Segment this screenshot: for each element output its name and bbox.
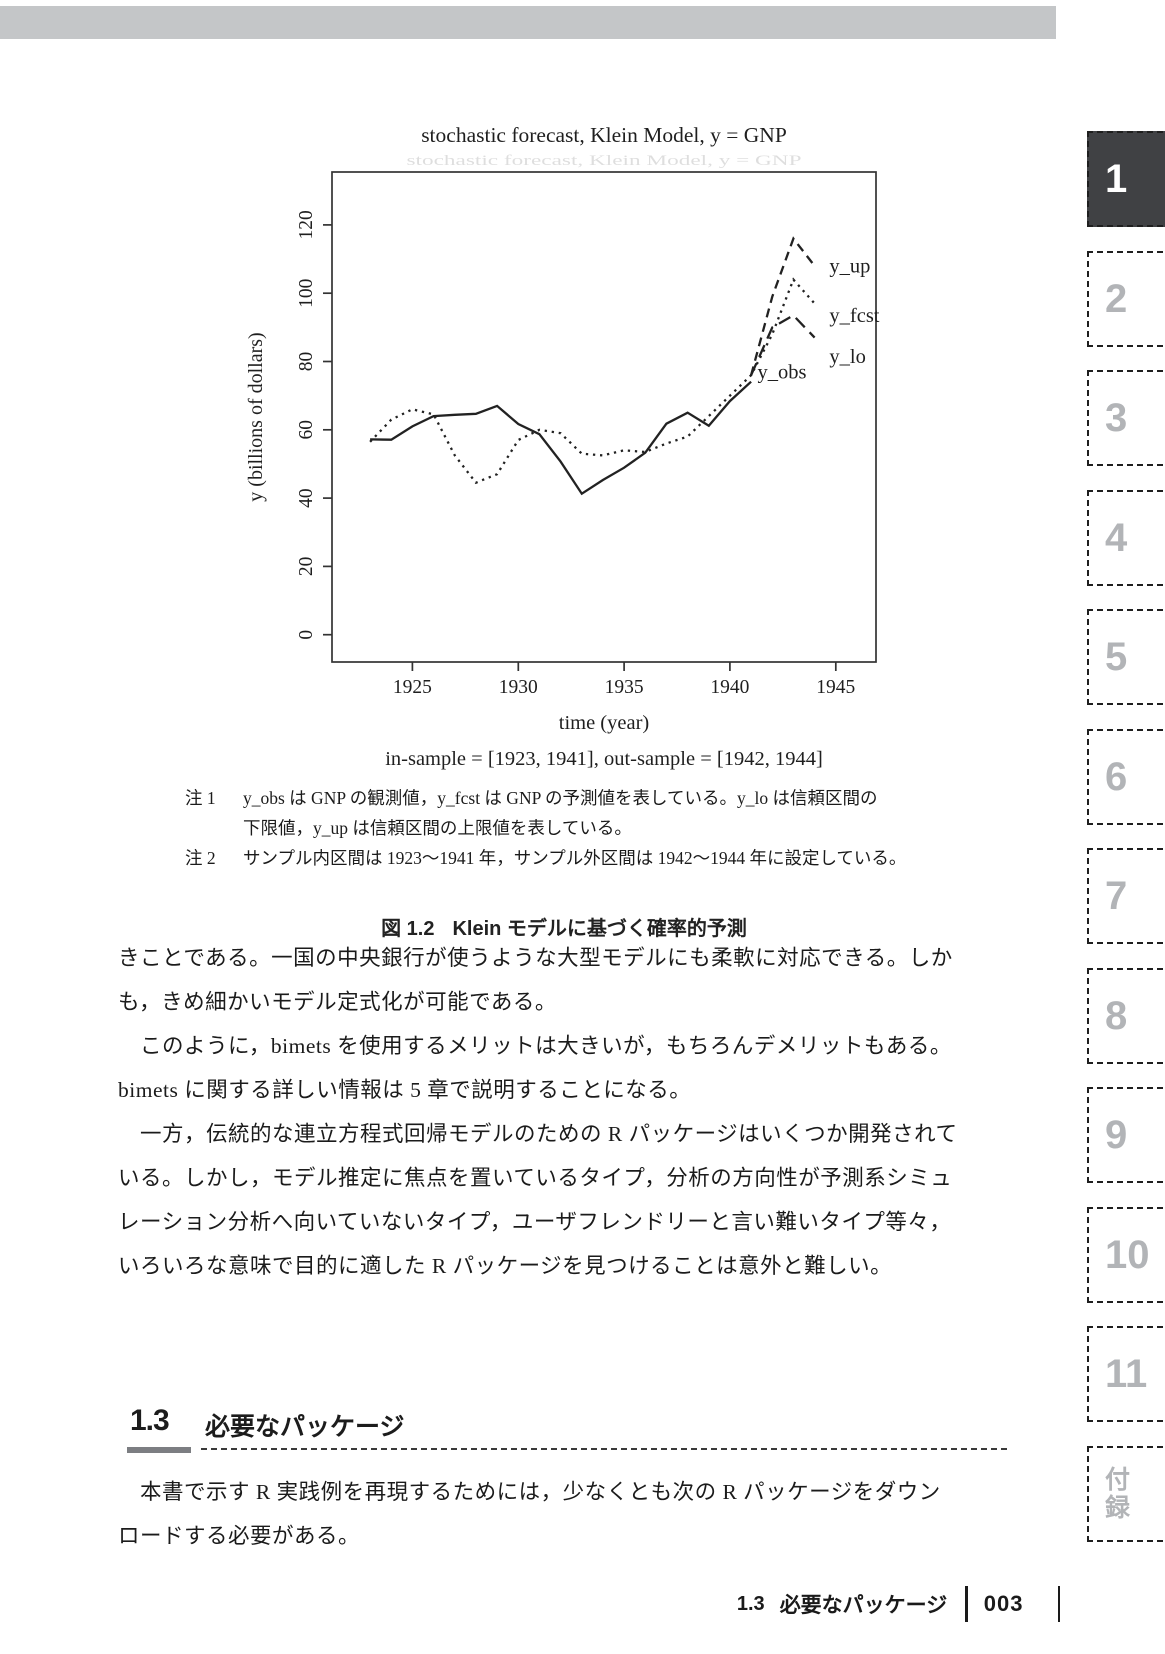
series-y_obs (370, 380, 752, 496)
chapter-tab-label: 9 (1105, 1113, 1128, 1157)
y-tick-label: 40 (296, 488, 317, 508)
text-line: 本書で示す R 実践例を再現するためには，少なくとも次の R パッケージをダウン (118, 1480, 941, 1504)
plot-frame (331, 171, 877, 663)
y-axis-label: y (billions of dollars) (245, 332, 267, 501)
y-tick-label: 0 (296, 630, 317, 640)
chapter-tab-7: 7 (1087, 848, 1165, 944)
top-bar (0, 6, 1056, 39)
chapter-tab-label: 3 (1105, 396, 1128, 440)
x-tick-label: 1940 (710, 677, 749, 698)
x-tick-label: 1930 (499, 677, 538, 698)
series-y_fcst (369, 277, 816, 485)
series-label-y_fcst: y_fcst (829, 305, 879, 327)
body-paragraphs-2: 本書で示す R 実践例を再現するためには，少なくとも次の R パッケージをダウン… (118, 1470, 1018, 1558)
chapter-tab-2: 2 (1087, 251, 1165, 347)
text-line: きことである。一国の中央銀行が使うような大型モデルにも柔軟に対応できる。しか (118, 946, 953, 970)
series-y_up (749, 236, 816, 376)
section-heading: 1.3 必要なパッケージ (127, 1404, 1007, 1454)
figure-note-line: 注 1 y_obs は GNP の観測値，y_fcst は GNP の予測値を表し… (185, 783, 975, 813)
chapter-tab-10: 10 (1087, 1207, 1165, 1303)
chart-title-ghost: stochastic forecast, Klein Model, y = GN… (406, 153, 801, 169)
footer-divider-bar (965, 1586, 968, 1622)
y-tick-label: 80 (296, 352, 317, 372)
body-paragraphs: きことである。一国の中央銀行が使うような大型モデルにも柔軟に対応できる。しか も，… (118, 936, 1018, 1288)
chapter-tab-label: 6 (1105, 755, 1128, 799)
page-number: 003 (983, 1591, 1024, 1616)
stochastic-forecast-chart: stochastic forecast, Klein Model, y = GN… (245, 123, 880, 770)
note-text: y_obs は GNP の観測値，y_fcst は GNP の予測値を表している… (243, 788, 878, 808)
series-label-y_obs: y_obs (758, 362, 807, 384)
note-marker (209, 813, 243, 843)
figure-note-line: 注 2 サンプル内区間は 1923～1941 年，サンプル外区間は 1942～19… (185, 843, 975, 873)
chapter-tab-5: 5 (1087, 609, 1165, 705)
x-axis-label: time (year) (559, 712, 650, 734)
chapter-tab-label: 8 (1105, 994, 1128, 1038)
chapter-tab-3: 3 (1087, 370, 1165, 466)
x-tick-label: 1945 (816, 677, 855, 698)
chapter-tab-9: 9 (1087, 1087, 1165, 1183)
chapter-tab-1: 1 (1087, 131, 1165, 227)
y-tick-label: 60 (296, 420, 317, 440)
note-marker: 注 1 (185, 788, 216, 808)
series-label-y_up: y_up (829, 256, 870, 278)
chapter-tab-4: 4 (1087, 490, 1165, 586)
text-line: レーション分析へ向いていないタイプ，ユーザフレンドリーと言い難いタイプ等々， (118, 1210, 952, 1234)
footer-section-number: 1.3 (736, 1592, 765, 1615)
chapter-tab-8: 8 (1087, 968, 1165, 1064)
y-tick-label: 120 (296, 210, 317, 239)
text-line: いる。しかし，モデル推定に焦点を置いているタイプ，分析の方向性が予測系シミュ (118, 1166, 953, 1190)
chapter-tab-label: 5 (1105, 635, 1128, 679)
x-tick-label: 1925 (393, 677, 432, 698)
note-text: サンプル内区間は 1923～1941 年，サンプル外区間は 1942～1944 … (243, 848, 907, 868)
chapter-tab-付録: 付録 (1087, 1446, 1165, 1542)
section-dashed-rule (201, 1448, 1007, 1450)
footer-section-title: 必要なパッケージ (779, 1594, 948, 1617)
chapter-tab-label: 1 (1105, 157, 1128, 201)
chapter-tab-11: 11 (1087, 1326, 1165, 1422)
y-tick-label: 20 (296, 557, 317, 577)
section-number: 1.3 (130, 1404, 170, 1437)
x-tick-label: 1935 (605, 677, 644, 698)
chapter-tab-label: 10 (1105, 1233, 1150, 1277)
text-line: このように，bimets を使用するメリットは大きいが，もちろんデメリットもある… (118, 1034, 952, 1058)
series-label-y_lo: y_lo (829, 346, 865, 368)
figure-caption-title: Klein モデルに基づく確率的予測 (452, 918, 747, 940)
chapter-tab-label: 4 (1105, 516, 1128, 560)
note-text: 下限値，y_up は信頼区間の上限値を表している。 (243, 818, 632, 838)
text-line: 一方，伝統的な連立方程式回帰モデルのための R パッケージはいくつか開発されて (118, 1122, 958, 1146)
figure-note-line: 下限値，y_up は信頼区間の上限値を表している。 (185, 813, 975, 843)
figure-notes: 注 1 y_obs は GNP の観測値，y_fcst は GNP の予測値を表し… (185, 783, 975, 873)
chapter-tab-label: 付録 (1105, 1466, 1131, 1522)
y-tick-label: 100 (296, 279, 317, 308)
note-marker: 注 2 (185, 848, 216, 868)
figure-caption: 図 1.2 Klein モデルに基づく確率的予測 (118, 912, 1010, 941)
section-number-underline (127, 1447, 191, 1453)
footer-divider-bar (1057, 1586, 1060, 1622)
page-footer: 1.3 必要なパッケージ 003 (737, 1585, 1060, 1623)
text-line: ロードする必要がある。 (118, 1524, 361, 1548)
figure-1-2: stochastic forecast, Klein Model, y = GN… (240, 115, 900, 780)
series-y_lo (750, 313, 816, 376)
chapter-tab-label: 2 (1105, 277, 1128, 321)
figure-number: 図 1.2 (381, 918, 435, 940)
sample-range-label: in-sample = [1923, 1941], out-sample = [… (385, 748, 823, 770)
chapter-tab-label: 7 (1105, 874, 1128, 918)
text-line: bimets に関する詳しい情報は 5 章で説明することになる。 (118, 1078, 692, 1102)
chapter-tab-6: 6 (1087, 729, 1165, 825)
section-title: 必要なパッケージ (205, 1413, 405, 1441)
text-line: も，きめ細かいモデル定式化が可能である。 (118, 990, 557, 1014)
chapter-tab-label: 11 (1105, 1352, 1148, 1396)
chart-title: stochastic forecast, Klein Model, y = GN… (421, 123, 787, 147)
text-line: いろいろな意味で目的に適した R パッケージを見つけることは意外と難しい。 (118, 1254, 893, 1278)
